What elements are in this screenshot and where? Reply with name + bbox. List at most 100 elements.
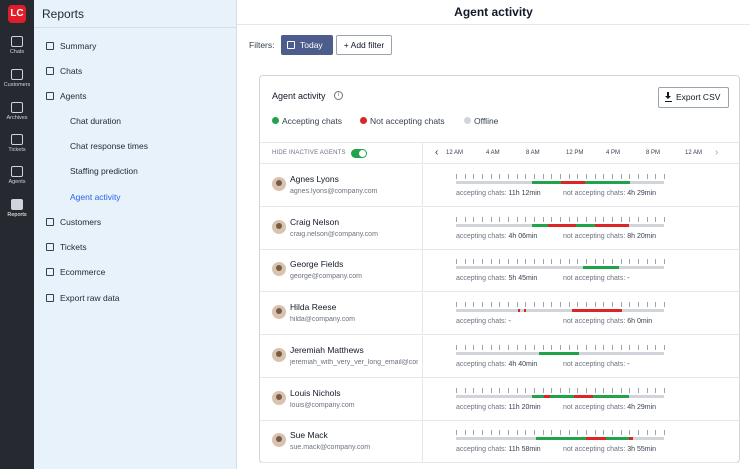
hour-tick — [499, 387, 501, 393]
stat-value: 3h 55min — [627, 446, 657, 454]
calendar-icon — [287, 41, 295, 49]
reports-icon — [11, 199, 23, 210]
hour-tick — [499, 344, 501, 350]
not-accepting-segment — [594, 223, 630, 227]
rail-label: Chats — [9, 49, 25, 55]
hour-tick — [456, 216, 457, 222]
hide-inactive-toggle[interactable] — [351, 149, 367, 158]
hour-tick — [612, 344, 613, 350]
calendar-icon — [46, 42, 54, 50]
accepting-segment — [592, 394, 630, 398]
stat-label: not accepting chats: — [563, 275, 628, 283]
agent-name: George Fields — [290, 259, 344, 270]
hour-tick — [482, 216, 483, 222]
sidebar-item-summary[interactable]: Summary — [34, 36, 237, 56]
sidebar-item-export-raw-data[interactable]: Export raw data — [34, 288, 237, 308]
sidebar-item-chat-response-times[interactable]: Chat response times — [34, 136, 237, 156]
sidebar-item-tickets[interactable]: Tickets — [34, 237, 237, 257]
today-filter-button[interactable]: Today — [281, 35, 333, 55]
stat-label: accepting chats: — [456, 318, 509, 326]
hour-tick — [594, 387, 596, 393]
rail-item-chats[interactable]: Chats — [0, 36, 34, 66]
hour-tick — [464, 302, 466, 308]
hour-tick — [664, 387, 665, 393]
add-filter-button[interactable]: + Add filter — [336, 35, 392, 55]
hour-tick — [534, 344, 535, 350]
hour-tick — [490, 259, 492, 265]
stat-label: accepting chats: — [456, 190, 509, 197]
hour-tick — [620, 302, 622, 308]
stat-value: 8h 20min — [627, 232, 657, 240]
agent-row[interactable]: Louis Nichols louis@company.com accepting … — [260, 378, 739, 421]
prev-arrow-icon[interactable]: ‹ — [435, 147, 439, 158]
hour-tick — [603, 174, 605, 179]
accepting-stat: accepting chats: - — [456, 318, 511, 325]
info-icon[interactable]: i — [334, 91, 343, 100]
hour-tick — [638, 174, 639, 179]
hour-tick — [586, 174, 587, 179]
hour-tick — [551, 302, 553, 308]
agent-row[interactable]: Sue Mack sue.mack@company.com accepting ch… — [260, 421, 739, 464]
sidebar-item-label: Tickets — [60, 242, 87, 252]
hour-tick — [594, 216, 596, 222]
hour-tick — [603, 387, 605, 393]
accepting-segment — [532, 394, 545, 398]
rail-item-tickets[interactable]: Tickets — [0, 134, 34, 164]
accepting-segment — [576, 223, 595, 227]
hour-tick — [612, 174, 613, 179]
hour-tick — [638, 344, 639, 350]
rail-label: Archives — [6, 115, 28, 121]
sidebar-item-chats[interactable]: Chats — [34, 61, 237, 81]
hour-tick — [638, 387, 639, 393]
rail-item-archives[interactable]: Archives — [0, 102, 34, 132]
sidebar-item-ecommerce[interactable]: Ecommerce — [34, 262, 237, 282]
hour-tick — [516, 387, 518, 393]
hour-tick — [620, 216, 622, 222]
chat-icon — [11, 36, 23, 47]
accepting-segment — [532, 223, 548, 227]
sidebar-item-customers[interactable]: Customers — [34, 212, 237, 232]
agent-row[interactable]: George Fields george@company.com accepting… — [260, 250, 739, 293]
hour-tick — [516, 344, 518, 350]
hour-tick — [603, 216, 605, 222]
hour-tick — [560, 344, 561, 350]
hour-tick — [646, 216, 648, 222]
hour-tick — [577, 344, 579, 350]
rail-item-agents[interactable]: Agents — [0, 166, 34, 196]
rail-item-customers[interactable]: Customers — [0, 69, 34, 99]
agent-name: Agnes Lyons — [290, 174, 339, 184]
legend-dot — [360, 117, 367, 124]
sidebar-title: Reports — [34, 0, 236, 28]
hour-tick — [664, 259, 665, 265]
not-accepting-stat: not accepting chats: 8h 20min — [563, 233, 656, 240]
sidebar-item-staffing-prediction[interactable]: Staffing prediction — [34, 161, 237, 181]
card-title: Agent activity — [272, 91, 326, 101]
agent-activity-card: Agent activity i Export CSV Accepting ch… — [259, 75, 740, 464]
column-divider — [422, 293, 423, 336]
sidebar-item-chat-duration[interactable]: Chat duration — [34, 111, 237, 131]
app-logo: LC — [8, 5, 26, 23]
agent-row[interactable]: Hilda Reese hilda@company.com accepting ch… — [260, 293, 739, 336]
hour-tick — [586, 387, 587, 393]
export-csv-button[interactable]: Export CSV — [658, 87, 729, 108]
sidebar-item-agent-activity[interactable]: Agent activity — [34, 187, 237, 207]
agent-row[interactable]: Jeremiah Matthews jeremiah_with_very_ver_… — [260, 335, 739, 378]
hour-tick — [655, 430, 657, 436]
agent-row[interactable]: Craig Nelson craig.nelson@company.com acce… — [260, 207, 739, 250]
next-arrow-icon[interactable]: › — [715, 147, 719, 158]
hour-tick — [655, 387, 657, 393]
agent-email: sue.mack@company.com — [290, 444, 371, 452]
rail-item-reports[interactable]: Reports — [0, 199, 34, 229]
stat-value: 11h 12min — [508, 190, 541, 197]
sidebar-item-agents[interactable]: Agents — [34, 86, 237, 106]
hour-tick — [456, 344, 457, 350]
agents-icon — [11, 166, 23, 177]
hour-tick — [534, 174, 535, 179]
hour-tick — [456, 430, 457, 436]
agent-row[interactable]: Agnes Lyons agnes.lyons@company.com accept… — [260, 165, 739, 207]
hour-tick — [516, 174, 518, 179]
hour-tick — [655, 174, 657, 179]
not-accepting-stat: not accepting chats: - — [563, 361, 630, 368]
column-divider — [422, 421, 423, 464]
hour-tick — [646, 302, 648, 308]
